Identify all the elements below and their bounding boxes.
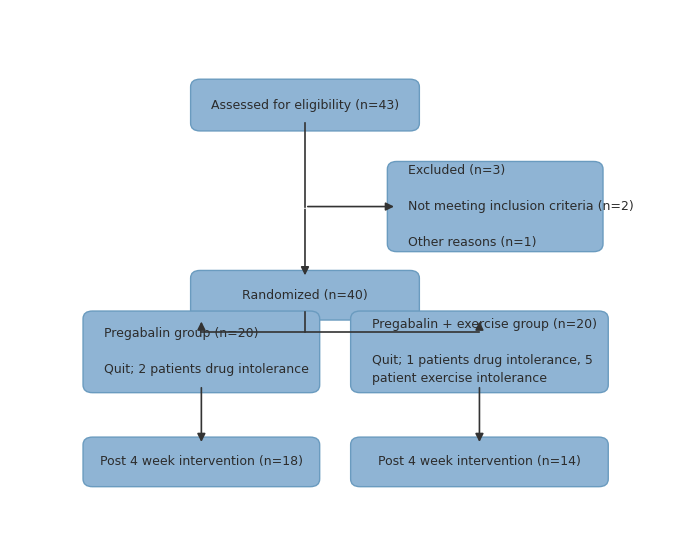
FancyBboxPatch shape [351, 437, 608, 487]
Text: Randomized (n=40): Randomized (n=40) [242, 289, 368, 302]
FancyBboxPatch shape [191, 79, 419, 131]
FancyBboxPatch shape [83, 311, 320, 393]
Text: Post 4 week intervention (n=14): Post 4 week intervention (n=14) [378, 456, 581, 468]
FancyBboxPatch shape [83, 437, 320, 487]
FancyBboxPatch shape [351, 311, 608, 393]
Text: Excluded (n=3)

Not meeting inclusion criteria (n=2)

Other reasons (n=1): Excluded (n=3) Not meeting inclusion cri… [408, 164, 634, 249]
Text: Pregabalin + exercise group (n=20)

Quit; 1 patients drug intolerance, 5
patient: Pregabalin + exercise group (n=20) Quit;… [372, 319, 596, 385]
Text: Post 4 week intervention (n=18): Post 4 week intervention (n=18) [100, 456, 303, 468]
Text: Pregabalin group (n=20)

Quit; 2 patients drug intolerance: Pregabalin group (n=20) Quit; 2 patients… [104, 327, 309, 376]
Text: Assessed for eligibility (n=43): Assessed for eligibility (n=43) [211, 99, 399, 112]
FancyBboxPatch shape [387, 162, 603, 251]
FancyBboxPatch shape [191, 270, 419, 320]
